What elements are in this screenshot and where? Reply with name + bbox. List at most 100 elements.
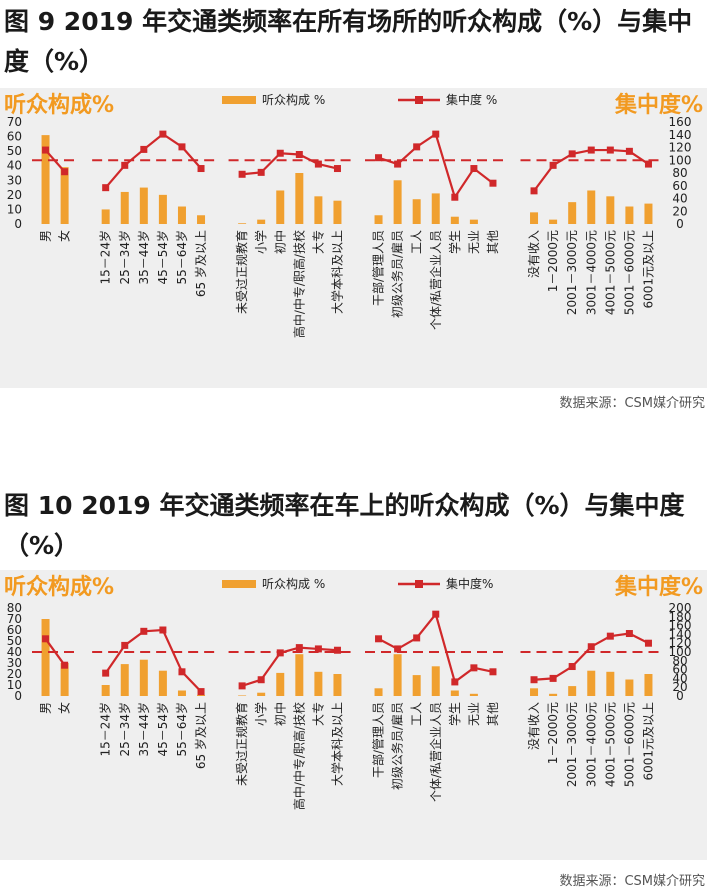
category-label: 其他 bbox=[486, 702, 500, 726]
bar bbox=[314, 196, 323, 224]
line-point bbox=[314, 645, 322, 653]
bar bbox=[393, 654, 402, 696]
bar bbox=[257, 219, 266, 224]
bar bbox=[120, 664, 129, 696]
line-point bbox=[257, 168, 265, 176]
legend-line-label: 集中度% bbox=[446, 576, 493, 591]
line-point bbox=[295, 644, 303, 652]
line-point bbox=[333, 646, 341, 654]
right-tick-label: 80 bbox=[672, 166, 687, 180]
legend-bar-swatch bbox=[222, 96, 256, 104]
category-label: 15－24岁 bbox=[98, 230, 113, 285]
category-label: 男 bbox=[39, 702, 53, 714]
category-label: 无业 bbox=[467, 702, 481, 726]
bar bbox=[60, 663, 69, 696]
legend-line-marker bbox=[415, 580, 423, 588]
line-point bbox=[530, 676, 538, 684]
category-label: 大专 bbox=[310, 230, 325, 254]
bar bbox=[625, 679, 634, 696]
category-label: 15－24岁 bbox=[98, 702, 113, 757]
right-tick-label: 0 bbox=[676, 217, 684, 231]
category-label: 55－64岁 bbox=[174, 230, 189, 285]
left-tick-label: 10 bbox=[7, 678, 22, 692]
line-point bbox=[530, 187, 538, 195]
line-point bbox=[140, 627, 148, 635]
line-point bbox=[238, 682, 246, 690]
category-label: 女 bbox=[57, 230, 72, 242]
bar bbox=[333, 200, 342, 224]
category-label: 4001－5000元 bbox=[603, 702, 617, 787]
legend-bar-label: 听众构成 % bbox=[262, 92, 325, 107]
bar bbox=[158, 194, 167, 224]
line-point bbox=[549, 161, 557, 169]
right-tick-label: 200 bbox=[669, 601, 692, 615]
category-label: 4001－5000元 bbox=[603, 230, 617, 315]
right-tick-label: 180 bbox=[669, 610, 692, 624]
category-label: 55－64岁 bbox=[174, 702, 189, 757]
category-label: 35－44岁 bbox=[136, 230, 151, 285]
bar bbox=[587, 190, 596, 224]
category-label: 5001－6000元 bbox=[622, 230, 636, 315]
bar bbox=[450, 216, 459, 224]
category-label: 没有收入 bbox=[526, 230, 541, 278]
category-label: 大专 bbox=[310, 702, 325, 726]
line-point bbox=[159, 626, 167, 634]
line-point bbox=[451, 193, 459, 201]
right-tick-label: 140 bbox=[669, 627, 692, 641]
legend-line-label: 集中度 % bbox=[446, 92, 497, 107]
left-tick-label: 50 bbox=[7, 144, 22, 158]
line-point bbox=[295, 151, 303, 159]
category-label: 没有收入 bbox=[526, 702, 541, 750]
right-tick-label: 60 bbox=[672, 663, 687, 677]
category-label: 高中/中专/职高/技校 bbox=[291, 230, 306, 338]
bar bbox=[41, 135, 50, 224]
bar bbox=[60, 167, 69, 224]
line-point bbox=[276, 649, 284, 657]
bar bbox=[177, 206, 186, 224]
bar bbox=[393, 180, 402, 224]
line-point bbox=[394, 645, 402, 653]
line-series bbox=[241, 152, 338, 176]
left-tick-label: 10 bbox=[7, 202, 22, 216]
bar bbox=[101, 209, 110, 224]
figure-10-title: 图 10 2019 年交通类频率在车上的听众构成（%）与集中度（%） bbox=[4, 491, 685, 560]
bar bbox=[197, 694, 206, 696]
legend-line-marker bbox=[415, 96, 423, 104]
left-tick-label: 0 bbox=[14, 217, 22, 231]
bar bbox=[257, 692, 266, 696]
line-point bbox=[257, 676, 265, 684]
line-point bbox=[489, 668, 497, 676]
bar bbox=[530, 212, 539, 224]
figure-9-title: 图 9 2019 年交通类频率在所有场所的听众构成（%）与集中度（%） bbox=[4, 7, 693, 76]
line-point bbox=[625, 147, 633, 155]
category-label: 小学 bbox=[253, 230, 268, 254]
category-label: 初级公务员/雇员 bbox=[390, 230, 405, 318]
category-label: 其他 bbox=[486, 230, 500, 254]
bar bbox=[276, 190, 285, 224]
line-point bbox=[42, 635, 50, 643]
right-tick-label: 0 bbox=[676, 689, 684, 703]
figure-9-source: 数据来源：CSM媒介研究 bbox=[559, 396, 705, 411]
bar bbox=[431, 666, 440, 696]
line-series bbox=[44, 638, 66, 666]
left-tick-label: 70 bbox=[7, 115, 22, 129]
bar bbox=[549, 219, 558, 224]
left-tick-label: 0 bbox=[14, 689, 22, 703]
category-label: 小学 bbox=[253, 702, 268, 726]
line-point bbox=[432, 130, 440, 138]
line-point bbox=[413, 143, 421, 151]
left-tick-label: 40 bbox=[7, 645, 22, 659]
figure-10-chart-panel: 听众构成% 集中度% 听众构成 % 集中度% 0 10 20 30 40 50 60 70 80 0 20 4… bbox=[0, 570, 707, 860]
bar bbox=[568, 686, 577, 696]
bar bbox=[374, 215, 383, 224]
line-point bbox=[432, 610, 440, 618]
bar bbox=[295, 654, 304, 696]
category-label: 2001－3000元 bbox=[565, 702, 579, 787]
line-point bbox=[568, 663, 576, 671]
left-axis-title: 听众构成% bbox=[4, 92, 114, 118]
right-tick-label: 20 bbox=[672, 680, 687, 694]
category-label: 未受过正规教育 bbox=[234, 230, 249, 314]
right-axis-title: 集中度% bbox=[614, 574, 703, 600]
left-tick-label: 70 bbox=[7, 612, 22, 626]
category-label: 大学本科及以上 bbox=[329, 702, 344, 786]
